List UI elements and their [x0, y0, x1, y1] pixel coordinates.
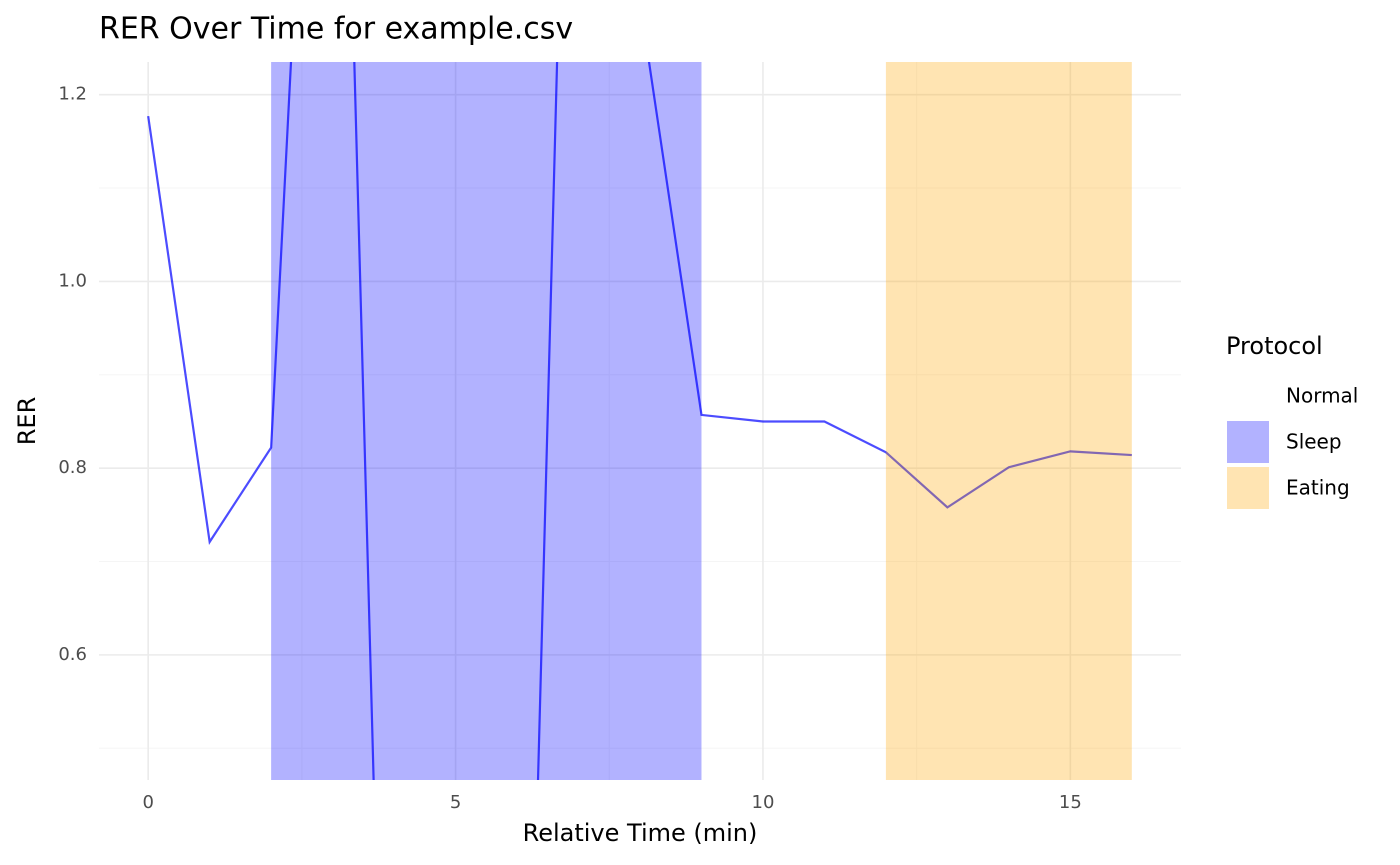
x-tick-label: 0	[142, 792, 153, 813]
chart-title: RER Over Time for example.csv	[99, 12, 573, 47]
protocol-region	[885, 62, 1132, 780]
data-line	[147, 62, 1132, 780]
plot-panel	[147, 62, 1132, 780]
x-tick-label: 15	[1059, 792, 1082, 813]
x-axis-title: Relative Time (min)	[523, 819, 758, 847]
legend-label: Sleep	[1286, 430, 1342, 454]
x-tick-label: 5	[450, 792, 461, 813]
protocol-region	[271, 62, 702, 780]
legend-key	[1227, 421, 1269, 463]
y-tick-label: 1.0	[58, 270, 87, 291]
legend-label: Normal	[1286, 384, 1358, 408]
y-tick-label: 0.6	[58, 644, 87, 665]
y-tick-label: 1.2	[58, 84, 87, 105]
x-tick-label: 10	[752, 792, 775, 813]
y-tick-label: 0.8	[58, 457, 87, 478]
legend-title: Protocol	[1226, 332, 1323, 360]
legend-key	[1227, 375, 1269, 417]
legend-key	[1227, 467, 1269, 509]
y-axis-title: RER	[13, 397, 41, 446]
legend-label: Eating	[1286, 476, 1350, 500]
